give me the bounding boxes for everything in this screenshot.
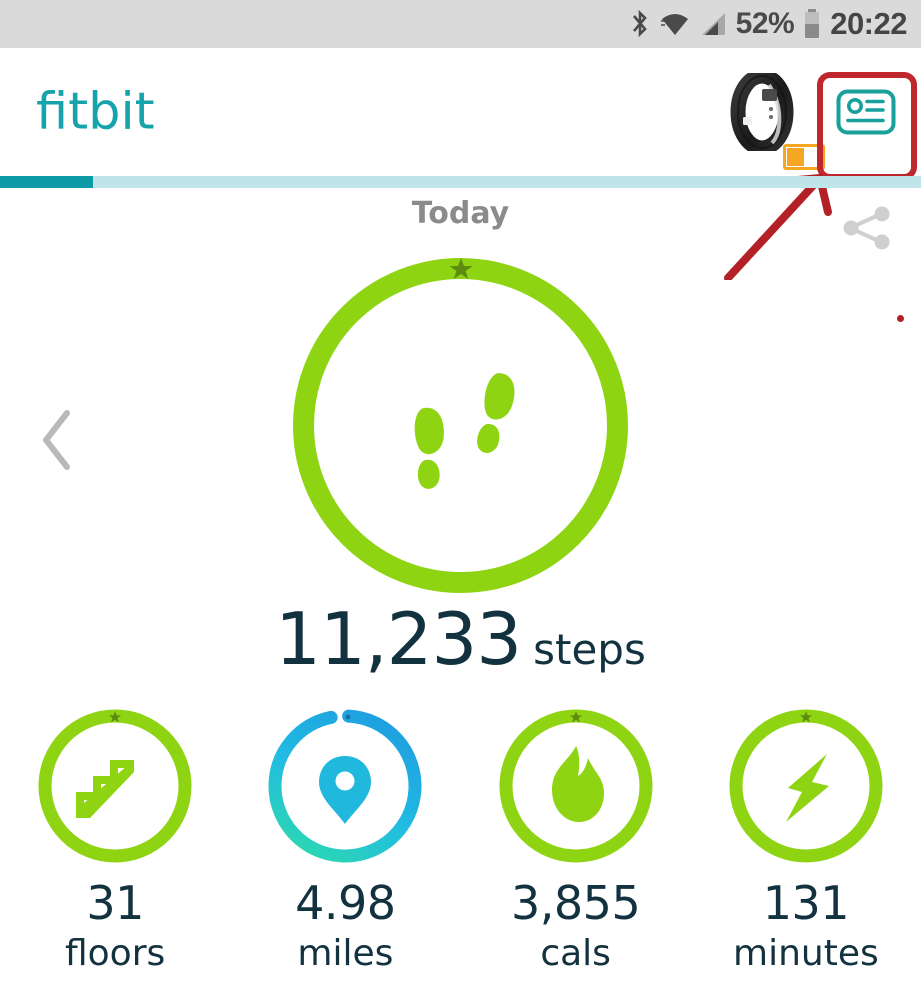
steps-goal-ring[interactable] — [288, 253, 633, 598]
cellular-signal-icon — [699, 10, 727, 38]
stat-tile-floors[interactable]: 31 floors — [15, 706, 215, 972]
app-header-bar: fitbit — [0, 48, 921, 176]
stat-tile-miles[interactable]: 4.98 miles — [245, 706, 445, 972]
stat-tile-cals[interactable]: 3,855 cals — [476, 706, 676, 972]
location-pin-icon — [319, 756, 372, 824]
footprints-icon — [414, 373, 515, 489]
cals-goal-ring[interactable] — [496, 706, 656, 866]
sync-progress-bar — [0, 176, 921, 188]
floors-value: 31 — [86, 876, 144, 930]
minutes-goal-ring[interactable] — [726, 706, 886, 866]
clock-label: 20:22 — [830, 6, 907, 41]
bluetooth-icon — [629, 8, 651, 40]
stairs-icon — [76, 760, 135, 818]
fitbit-logo: fitbit — [36, 82, 155, 142]
fitbit-tracker-device-icon[interactable] — [729, 73, 795, 151]
stat-tile-minutes[interactable]: 131 minutes — [706, 706, 906, 972]
chevron-left-icon[interactable] — [34, 405, 80, 475]
star-icon — [569, 710, 583, 729]
cals-label: cals — [540, 933, 611, 974]
account-card-icon[interactable] — [835, 81, 897, 143]
battery-percent-label: 52% — [735, 7, 795, 40]
flame-icon — [551, 746, 604, 822]
floors-label: floors — [64, 933, 166, 974]
wifi-icon — [660, 9, 690, 39]
steps-value: 11,233 — [275, 597, 522, 681]
battery-icon — [803, 8, 821, 40]
star-icon — [448, 256, 474, 287]
star-icon — [108, 710, 122, 729]
floors-goal-ring[interactable] — [35, 706, 195, 866]
minutes-label: minutes — [733, 933, 879, 974]
steps-summary: 11,233 steps — [0, 603, 921, 675]
stats-row: 31 floors — [0, 706, 921, 972]
star-icon — [799, 710, 813, 729]
sync-progress-fill — [0, 176, 93, 188]
steps-unit-label: steps — [533, 625, 646, 674]
cals-value: 3,855 — [511, 876, 641, 930]
miles-value: 4.98 — [295, 876, 396, 930]
share-icon[interactable] — [837, 200, 897, 256]
miles-label: miles — [297, 933, 394, 974]
miles-goal-ring[interactable] — [265, 706, 425, 866]
android-status-bar: 52% 20:22 — [0, 0, 921, 48]
annotation-dot — [897, 315, 904, 322]
lightning-bolt-icon — [785, 754, 829, 822]
minutes-value: 131 — [762, 876, 850, 930]
tracker-battery-indicator — [783, 144, 825, 170]
date-label[interactable]: Today — [411, 196, 510, 231]
